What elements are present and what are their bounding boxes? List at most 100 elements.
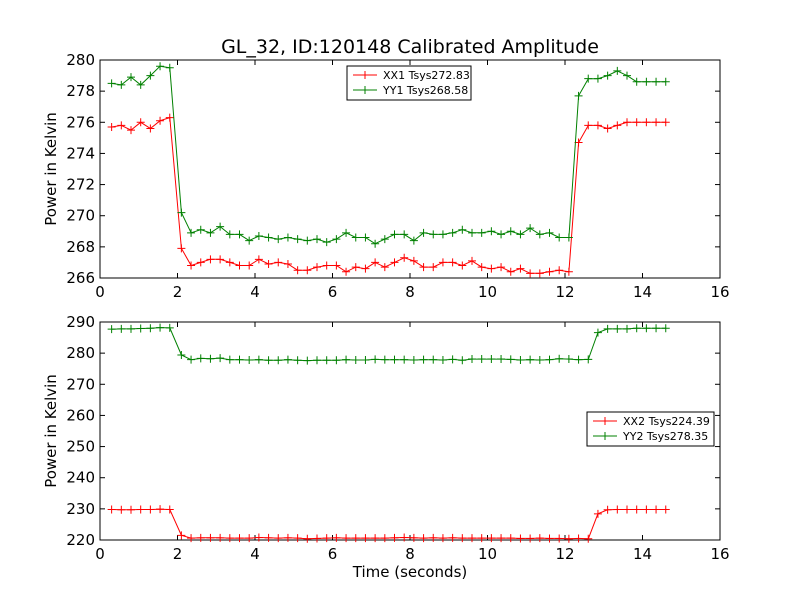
x-tick-label: 8 (405, 545, 415, 563)
x-axis-label: Time (seconds) (352, 563, 468, 581)
data-point (107, 79, 116, 88)
data-point (342, 534, 351, 543)
data-point (555, 534, 564, 543)
data-point (632, 505, 641, 514)
data-point (283, 259, 292, 268)
data-point (254, 533, 263, 542)
legend-box (586, 411, 715, 447)
data-point (146, 324, 155, 333)
data-point (322, 356, 331, 365)
series-markers-1 (107, 323, 670, 365)
data-point (642, 118, 651, 127)
data-point (448, 533, 457, 542)
x-tick-label: 6 (328, 545, 338, 563)
bottom-panel: 0 2 4 6 8 10 12 14 16 220 230 240 250 260 270 280 290 Pow… (42, 313, 730, 563)
data-point (438, 230, 447, 239)
data-point (322, 261, 331, 270)
data-point (468, 355, 476, 364)
data-point (293, 235, 302, 244)
data-point (390, 533, 399, 542)
data-point (117, 505, 126, 514)
data-point (487, 264, 496, 273)
data-point (555, 233, 564, 242)
y-tick-label: 274 (66, 144, 95, 162)
data-point (661, 324, 670, 333)
data-point (516, 355, 525, 364)
data-point (206, 255, 215, 264)
data-point (380, 355, 389, 364)
series-line-1 (111, 327, 666, 362)
data-point (235, 230, 244, 239)
data-point (235, 534, 244, 543)
data-point (156, 505, 165, 514)
data-point (584, 534, 593, 543)
data-point (497, 534, 506, 543)
data-point (156, 62, 165, 71)
data-point (564, 534, 573, 543)
data-point (107, 505, 116, 514)
data-point (177, 531, 186, 540)
data-point (371, 355, 380, 364)
data-point (458, 261, 467, 270)
x-tick-label: 10 (478, 545, 497, 563)
data-point (332, 533, 341, 542)
data-point (477, 355, 486, 364)
legend: XX1 Tsys272.83 YY1 Tsys268.58 (346, 65, 472, 101)
data-point (206, 354, 215, 363)
data-point (165, 323, 174, 332)
data-point (187, 228, 196, 237)
data-point (623, 505, 631, 514)
data-point (146, 505, 155, 514)
data-point (419, 355, 428, 364)
data-point (429, 533, 438, 542)
data-point (400, 253, 409, 262)
data-point (613, 505, 622, 514)
data-point (526, 224, 535, 233)
data-point (216, 222, 225, 231)
data-point (603, 71, 612, 80)
data-point (535, 355, 544, 364)
y-tick-label: 278 (66, 82, 95, 100)
data-point (477, 228, 486, 237)
data-point (187, 261, 196, 270)
data-point (293, 266, 302, 275)
data-point (487, 227, 496, 236)
data-point (661, 505, 670, 514)
data-point (516, 534, 525, 543)
data-point (371, 534, 380, 543)
data-point (438, 258, 447, 267)
data-point (177, 351, 186, 360)
data-point (216, 255, 225, 264)
data-point (342, 355, 351, 364)
data-point (409, 256, 418, 265)
data-point (254, 355, 263, 364)
data-point (264, 259, 273, 268)
legend-marker (361, 71, 369, 79)
data-point (487, 534, 496, 543)
data-point (458, 225, 467, 234)
data-point (235, 261, 244, 270)
data-point (555, 354, 564, 363)
data-point (593, 328, 602, 337)
data-point (642, 324, 651, 333)
data-point (303, 534, 312, 543)
data-point (107, 122, 116, 131)
data-point (632, 324, 641, 333)
x-tick-label: 10 (478, 283, 497, 301)
x-tick-label: 0 (95, 545, 105, 563)
data-point (332, 235, 341, 244)
data-point (516, 230, 525, 239)
data-point (313, 356, 321, 365)
data-point (390, 258, 399, 267)
y-tick-label: 240 (66, 469, 95, 487)
data-point (390, 230, 399, 239)
data-point (165, 113, 174, 122)
data-point (448, 258, 457, 267)
series-line-0 (111, 116, 666, 274)
data-point (429, 355, 438, 364)
x-tick-label: 8 (405, 283, 415, 301)
data-point (429, 230, 438, 239)
data-point (117, 80, 126, 89)
data-point (564, 233, 573, 242)
data-point (477, 263, 486, 272)
